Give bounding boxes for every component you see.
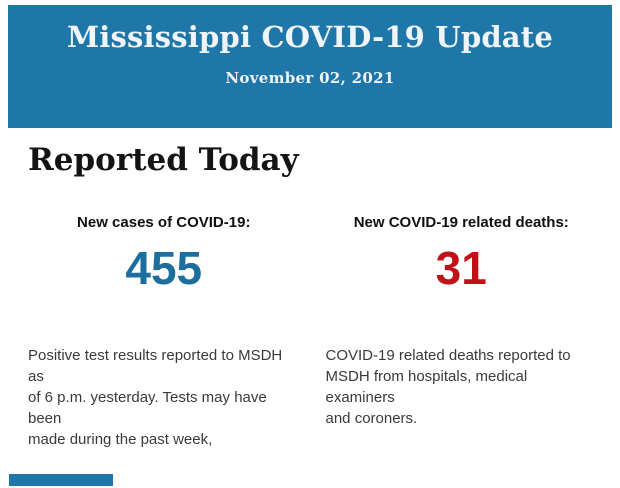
deaths-value: 31 [435, 242, 487, 295]
new-cases-value: 455 [125, 242, 203, 295]
section-title: Reported Today [28, 142, 299, 178]
stat-new-deaths: New COVID-19 related deaths: 31 COVID-19… [326, 214, 598, 450]
covid-update-page: Mississippi COVID-19 Update November 02,… [0, 5, 620, 488]
stat-new-cases: New cases of COVID-19: 455 Positive test… [28, 214, 300, 450]
new-cases-label: New cases of COVID-19: [77, 214, 251, 232]
deaths-description: COVID-19 related deaths reported to MSDH… [325, 347, 571, 428]
deaths-label: New COVID-19 related deaths: [353, 214, 569, 232]
stats-columns: New cases of COVID-19: 455 Positive test… [28, 214, 597, 450]
main-content: Reported Today New cases of COVID-19: 45… [0, 143, 620, 450]
header-banner: Mississippi COVID-19 Update November 02,… [8, 5, 612, 128]
new-cases-description: Positive test results reported to MSDH a… [28, 347, 283, 449]
report-date: November 02, 2021 [225, 69, 395, 88]
next-section-cutoff-bar [9, 474, 113, 486]
page-title: Mississippi COVID-19 Update [66, 20, 554, 54]
